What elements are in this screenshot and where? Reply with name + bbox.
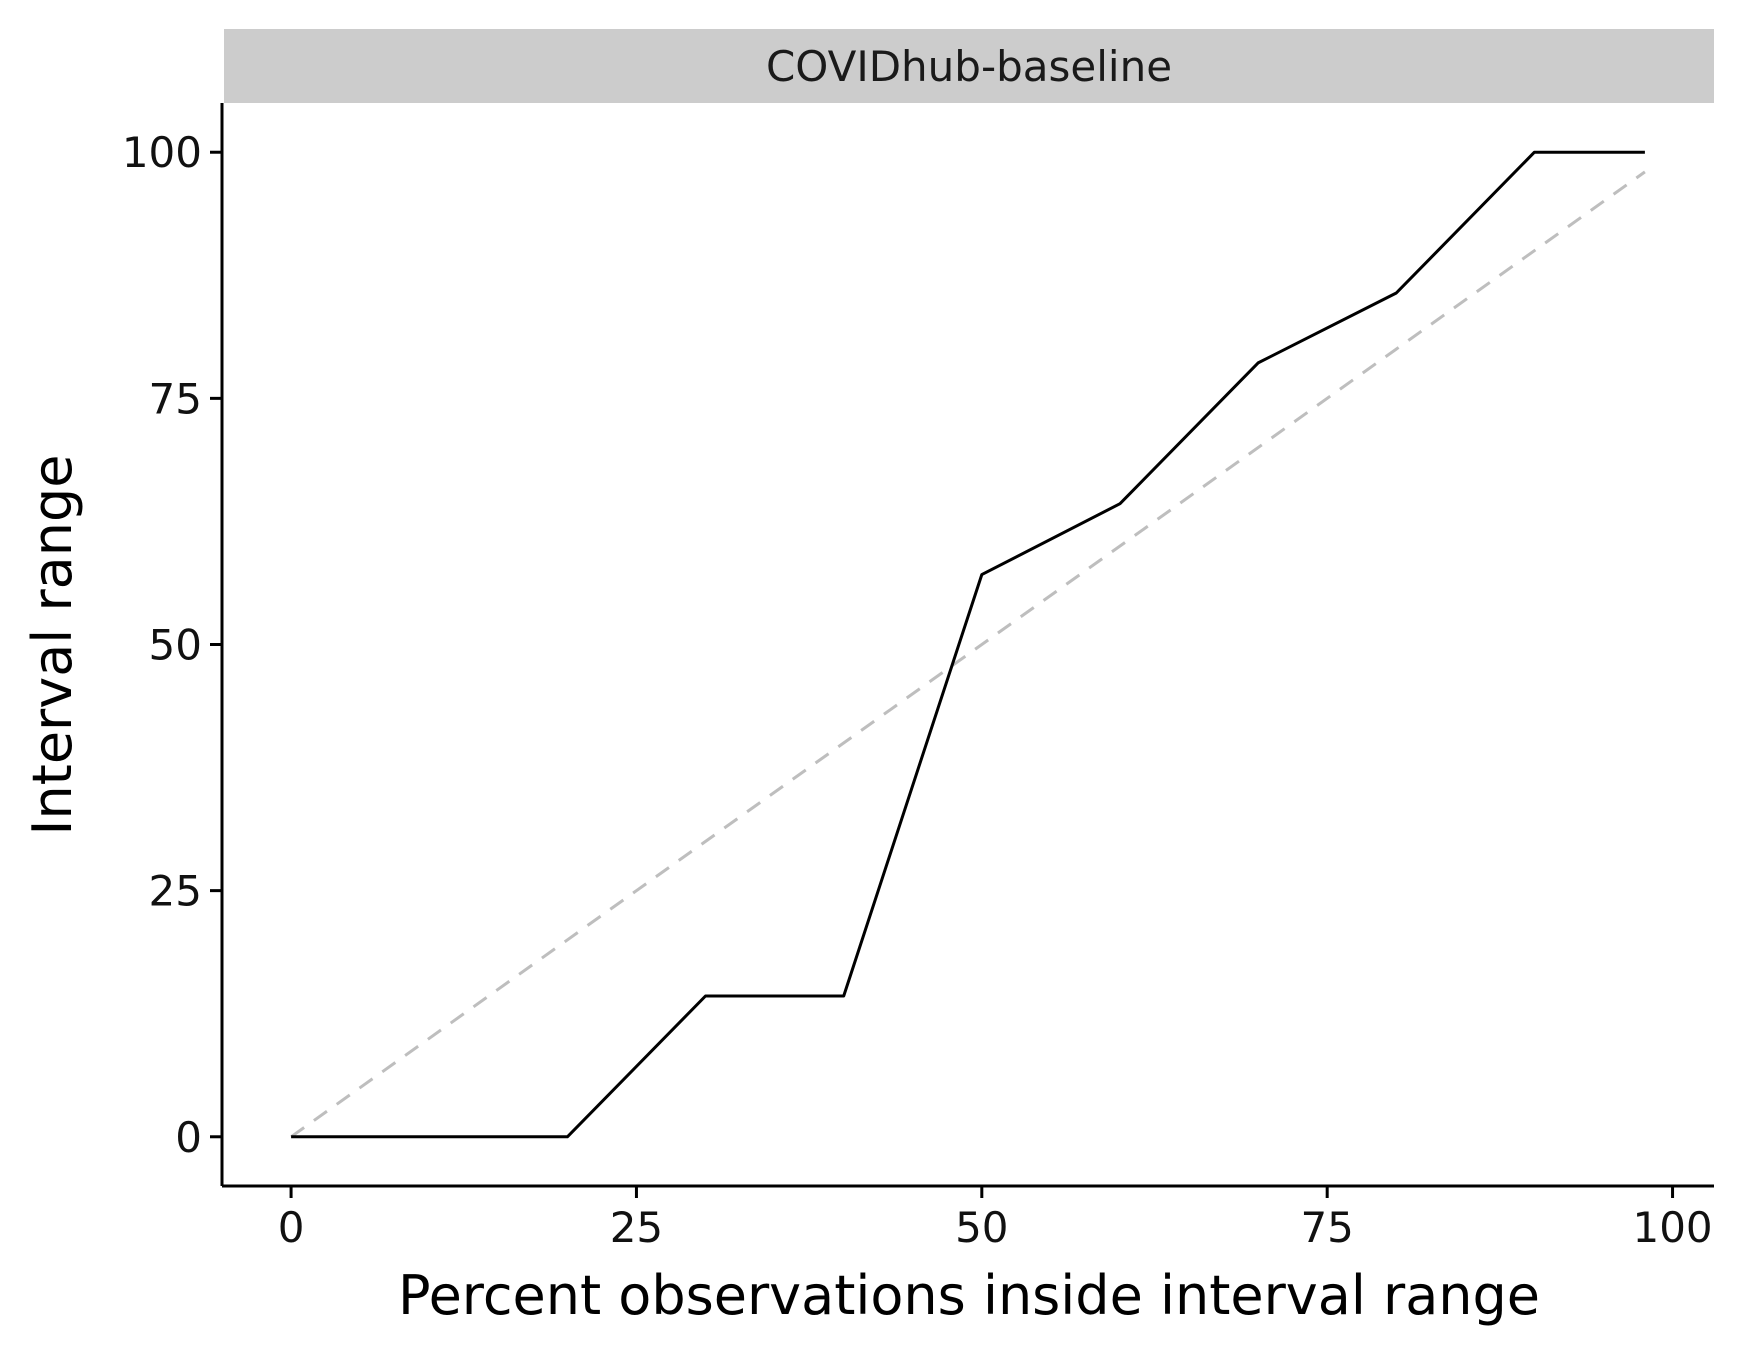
- x-tick-label: 100: [1632, 1203, 1712, 1252]
- x-tick-label: 25: [610, 1203, 663, 1252]
- reference-line: [290, 170, 1646, 1139]
- y-axis-title: Interval range: [21, 455, 84, 836]
- y-tick-label: 25: [149, 867, 202, 916]
- x-tick-label: 75: [1300, 1203, 1353, 1252]
- facet-label: COVIDhub-baseline: [766, 42, 1172, 91]
- y-tick-label: 50: [149, 621, 202, 670]
- x-axis-title: Percent observations inside interval ran…: [398, 1264, 1540, 1327]
- series-line-0: [291, 150, 1645, 1139]
- y-tick-label: 75: [149, 374, 202, 423]
- facet-strip: [224, 29, 1714, 103]
- plot-area: [290, 150, 1646, 1139]
- facet-strip-group: COVIDhub-baseline: [224, 29, 1714, 103]
- y-tick-label: 100: [122, 128, 202, 177]
- x-tick-label: 0: [278, 1203, 305, 1252]
- x-tick-label: 50: [955, 1203, 1008, 1252]
- axes: 0 25 50 75 100 0 25 50 75 100: [122, 103, 1714, 1252]
- y-tick-label: 0: [175, 1113, 202, 1162]
